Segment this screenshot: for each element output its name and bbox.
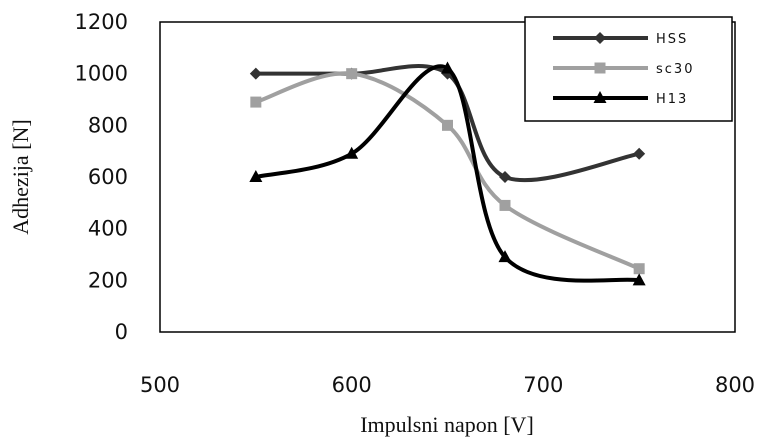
data-point-h13 [345,146,359,159]
data-point-hss [499,171,511,183]
legend-marker-sc30 [594,62,606,74]
data-point-h13 [498,250,512,263]
y-tick-label: 1000 [75,62,128,86]
x-axis-ticks: 500 600 700 800 [140,373,755,397]
data-point-h13 [632,273,646,286]
legend-marker-hss [594,32,606,44]
legend: HSS sc30 H13 [524,16,733,122]
y-axis-ticks: 0 200 400 600 800 1000 1200 [75,10,128,344]
data-point-sc30 [499,199,511,211]
x-axis-title: Impulsni napon [V] [360,412,534,437]
data-point-hss [633,147,646,160]
y-axis-title: Adhezija [N] [8,119,33,234]
y-tick-label: 200 [88,268,128,292]
x-tick-label: 800 [715,373,755,397]
plot-area [159,21,736,333]
x-tick-label: 700 [523,373,563,397]
data-point-sc30 [442,119,453,131]
series-layer [249,61,646,286]
y-tick-label: 400 [88,217,128,241]
y-tick-label: 800 [88,113,128,137]
x-tick-label: 500 [140,373,180,397]
data-point-sc30 [633,263,645,275]
y-tick-label: 1200 [75,10,128,34]
data-point-h13 [249,170,263,182]
data-point-h13 [441,61,454,74]
y-tick-label: 600 [88,165,128,189]
legend-label-h13: H13 [656,92,688,107]
data-point-hss [249,67,262,80]
x-tick-label: 600 [332,373,372,397]
data-point-sc30 [250,96,262,108]
legend-label-hss: HSS [656,32,688,47]
legend-label-sc30: sc30 [656,62,694,77]
legend-marker-h13 [593,91,607,103]
y-tick-label: 0 [115,320,128,344]
data-point-sc30 [346,68,358,80]
